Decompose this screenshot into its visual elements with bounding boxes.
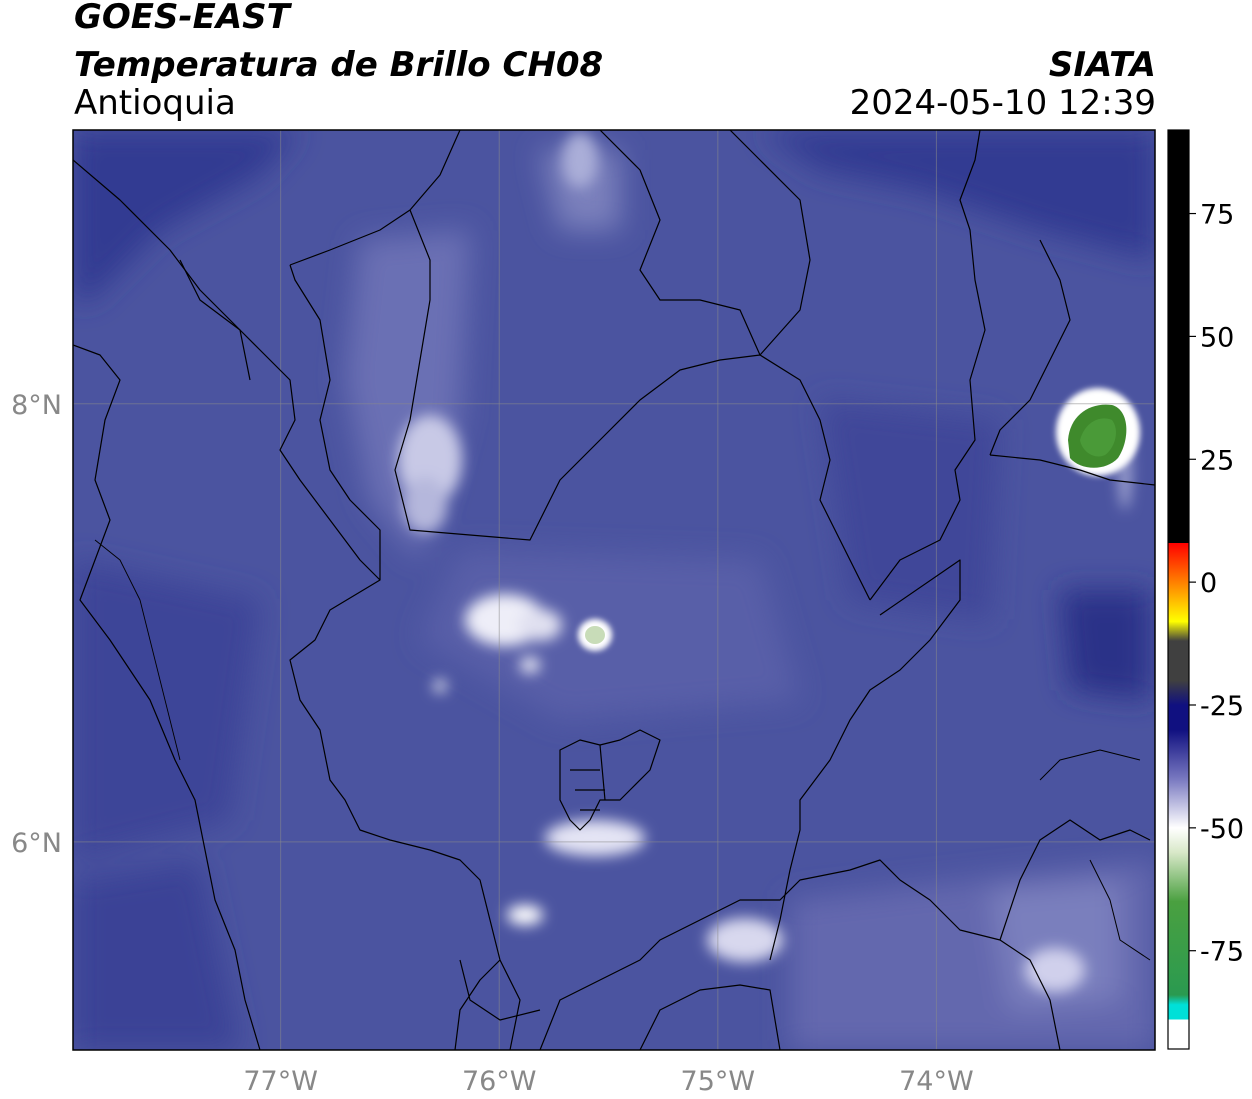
colorbar-tick-label: -50 [1200, 814, 1244, 845]
colorbar-frame [1167, 129, 1190, 1050]
municipal-lines [570, 744, 606, 811]
bolivar-border [729, 130, 811, 356]
cold-cloud-tops [398, 132, 1131, 992]
cesar-border [989, 454, 1155, 486]
cordoba-antioquia-border [394, 209, 871, 601]
colorbar-tick-label: 75 [1200, 200, 1234, 231]
antioquia-east-border [869, 130, 986, 601]
boyaca-border [999, 819, 1151, 941]
convective-cell-small [578, 619, 612, 651]
caldas-border [639, 984, 781, 1050]
brightness-temperature-field [73, 130, 1155, 1050]
latitude-tick-label: 8°N [11, 390, 62, 421]
colorbar: 75 50 25 0 -25 -50 -75 [1167, 129, 1244, 1050]
graticule [73, 130, 1155, 1050]
colorbar-tick-label: -75 [1200, 937, 1244, 968]
colorbar-ticks: 75 50 25 0 -25 -50 -75 [1189, 200, 1244, 968]
choco-antioquia-border [289, 579, 521, 1050]
dark-blue-patches [73, 130, 1155, 1050]
satellite-title: GOES-EAST [74, 0, 290, 37]
timestamp-label: 2024-05-10 12:39 [849, 83, 1156, 123]
boundaries [73, 130, 1155, 1050]
metro-area-border [559, 729, 661, 831]
antioquia-south-border [539, 859, 1061, 1050]
colorbar-tick-label: 25 [1200, 445, 1234, 476]
longitude-tick-label: 77°W [243, 1066, 318, 1097]
longitude-tick-label: 74°W [899, 1066, 974, 1097]
gulf-of-uraba-coast [179, 259, 381, 581]
longitude-axis-labels: 77°W 76°W 75°W 74°W [243, 1066, 973, 1097]
map-frame [72, 129, 1156, 1051]
pacific-coastline [73, 344, 261, 1050]
convective-cell-deep [1056, 388, 1140, 476]
santander-border [989, 239, 1071, 456]
colorbar-tick-label: -25 [1200, 691, 1244, 722]
region-subtitle: Antioquia [74, 83, 236, 123]
cordoba-sucre-border [599, 130, 761, 356]
antioquia-magdalena-border [769, 559, 961, 961]
latitude-axis-labels: 8°N 6°N [11, 390, 62, 859]
product-title: Temperatura de Brillo CH08 [74, 45, 604, 85]
caribbean-coast [289, 130, 461, 266]
colorbar-fill [1168, 130, 1189, 1049]
latitude-tick-label: 6°N [11, 828, 62, 859]
east-lines [1039, 749, 1151, 961]
colorbar-gradient [1168, 130, 1189, 1049]
colorbar-tick-label: 50 [1200, 322, 1234, 353]
organization-label: SIATA [1048, 45, 1156, 85]
longitude-tick-label: 76°W [462, 1066, 537, 1097]
colorbar-tick-label: 0 [1200, 568, 1217, 599]
river-atrato [94, 539, 181, 761]
longitude-tick-label: 75°W [681, 1066, 756, 1097]
risaralda-border [454, 959, 541, 1050]
